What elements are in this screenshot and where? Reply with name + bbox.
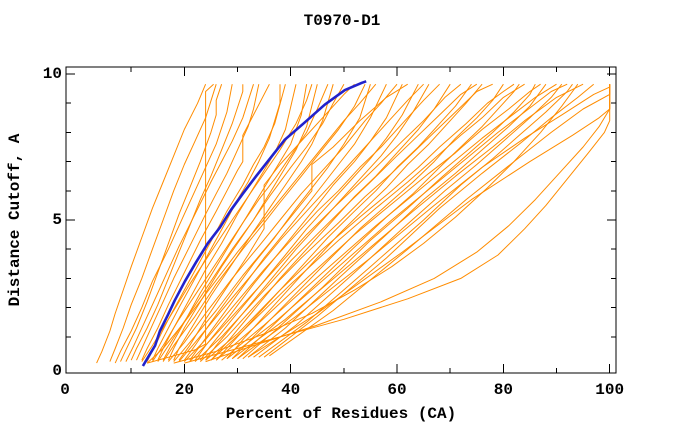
model-curve-24 [168,83,398,362]
highlighted-model-curve [141,80,367,367]
model-curve-35 [226,83,483,360]
y-tick-label-5: 5 [52,211,62,229]
x-tick-label-60: 60 [387,381,407,399]
model-curve-52 [247,84,611,358]
model-curve-27 [199,83,419,361]
model-curve-48 [231,83,584,360]
x-tick-label-80: 80 [493,381,513,399]
model-curve-1 [96,84,207,364]
model-curve-20 [162,83,366,362]
model-curve-30 [183,83,440,362]
model-curve-32 [189,83,462,362]
model-curve-34 [194,83,478,362]
model-curve-36 [199,83,493,362]
model-curve-46 [226,83,568,360]
model-curve-43 [247,83,547,358]
model-curve-2 [109,84,217,362]
model-curve-13 [162,84,308,361]
model-curve-16 [151,84,329,362]
model-curve-10 [151,84,281,361]
model-curve-18 [157,83,345,362]
model-curve-26 [173,83,408,362]
model-curve-5 [114,84,233,364]
model-curve-45 [253,83,563,358]
model-curve-19 [178,83,355,361]
x-axis-title: Percent of Residues (CA) [225,405,457,423]
model-curve-3 [146,83,214,364]
x-tick-label-20: 20 [174,381,194,399]
model-curve-55 [173,83,579,364]
model-curve-40 [210,83,525,361]
model-curve-17 [173,84,334,361]
model-curve-8 [136,84,260,361]
model-curve-37 [231,83,504,360]
y-tick-label-10: 10 [42,65,62,83]
x-tick-label-100: 100 [595,381,625,399]
model-curve-33 [215,83,472,361]
model-curve-22 [146,83,377,364]
model-curve-4 [120,84,223,362]
x-tick-label-0: 0 [60,381,70,399]
model-curve-25 [194,83,403,361]
model-curve-38 [205,83,515,361]
model-curve-14 [141,84,313,362]
chart-title: T0970-D1 [303,12,381,30]
axes-frame-group [65,66,617,374]
model-curve-44 [221,83,557,361]
model-curve-23 [189,83,387,361]
model-curve-21 [183,84,371,361]
model-curve-28 [178,83,424,362]
model-curve-9 [141,83,270,361]
y-tick-label-0: 0 [52,362,62,380]
model-curve-50 [237,84,611,360]
model-curve-42 [215,83,541,361]
x-tick-label-40: 40 [281,381,301,399]
model-curve-39 [237,83,520,360]
model-curve-7 [125,84,254,362]
model-curve-54 [205,84,611,363]
model-curves-group [96,80,611,367]
